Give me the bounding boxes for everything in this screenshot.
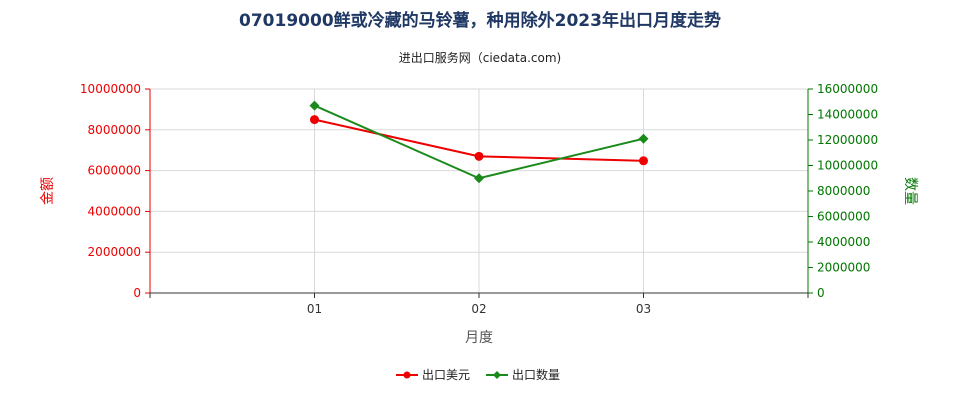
x-tick-label: 01	[307, 302, 322, 316]
y-right-tick-label: 6000000	[817, 210, 870, 224]
x-tick-label: 03	[636, 302, 651, 316]
legend-marker	[493, 371, 501, 379]
x-axis-title: 月度	[465, 330, 493, 346]
chart-subtitle: 进出口服务网（ciedata.com)	[399, 50, 561, 65]
y-left-tick-label: 2000000	[88, 245, 141, 259]
data-point	[474, 173, 484, 184]
legend: 出口美元 出口数量	[396, 367, 560, 382]
legend-label: 出口美元	[422, 368, 470, 382]
left-axis-ticks: 0 2000000 4000000 6000000 8000000 10000000	[80, 82, 150, 300]
y-right-tick-label: 14000000	[817, 108, 878, 122]
data-point	[638, 133, 649, 144]
y-right-tick-label: 12000000	[817, 133, 878, 147]
right-axis-ticks: 0 2000000 4000000 6000000 8000000 10000000 120…	[808, 82, 878, 300]
y-left-tick-label: 8000000	[88, 123, 141, 137]
y-right-tick-label: 0	[817, 286, 825, 300]
data-point	[309, 100, 320, 111]
data-point	[639, 156, 648, 166]
grid	[150, 88, 808, 293]
data-point	[310, 115, 319, 125]
y-right-tick-label: 16000000	[817, 82, 878, 96]
series-layer	[309, 100, 649, 184]
x-axis-ticks: 01 02 03	[149, 293, 809, 316]
y-left-tick-label: 6000000	[88, 164, 141, 178]
y-right-tick-label: 4000000	[817, 235, 870, 249]
y-axis-left-title: 金额	[40, 177, 56, 205]
legend-label: 出口数量	[512, 367, 560, 382]
y-right-tick-label: 2000000	[817, 261, 870, 275]
y-right-tick-label: 10000000	[817, 159, 878, 173]
y-left-tick-label: 10000000	[80, 82, 141, 96]
y-left-tick-label: 0	[133, 286, 141, 300]
legend-marker	[403, 371, 411, 379]
chart-title: 07019000鲜或冷藏的马铃薯，种用除外2023年出口月度走势	[239, 10, 721, 31]
y-left-tick-label: 4000000	[88, 204, 141, 218]
data-point	[474, 151, 484, 161]
y-right-tick-label: 8000000	[817, 184, 870, 198]
y-axis-right-title: 数量	[902, 177, 918, 205]
x-tick-label: 02	[471, 302, 486, 316]
